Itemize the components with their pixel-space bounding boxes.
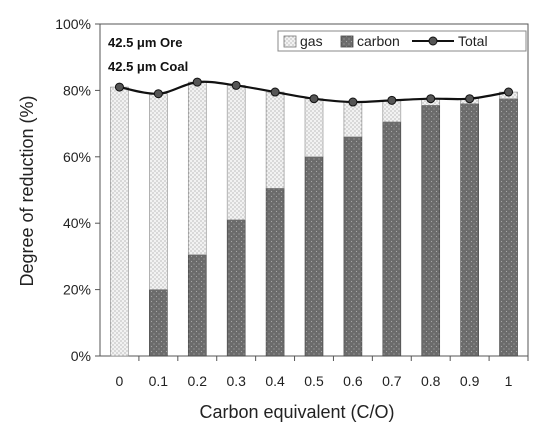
bar-carbon-1 [499, 98, 518, 357]
x-tick-label-0.5: 0.5 [304, 373, 324, 389]
bar-gas-0.2 [187, 81, 207, 256]
bar-carbon-0.6 [343, 136, 363, 357]
bar-carbon-0.2 [187, 254, 207, 357]
y-tick-label: 80% [63, 82, 91, 98]
legend-swatch-carbon [340, 35, 354, 48]
y-tick-label: 60% [63, 149, 91, 165]
y-tick-label: 0% [71, 348, 91, 364]
x-tick-label-0.4: 0.4 [265, 373, 285, 389]
total-marker-1 [504, 87, 514, 97]
y-tick-label: 40% [63, 215, 91, 231]
bar-gas-0 [110, 86, 129, 357]
legend-swatch-gas [283, 35, 297, 48]
bar-gas-0.3 [226, 85, 246, 221]
y-tick-label: 20% [63, 282, 91, 298]
total-marker-0.9 [465, 94, 475, 104]
legend-label-gas: gas [300, 33, 323, 49]
total-marker-0 [114, 82, 124, 92]
x-tick-label-0.3: 0.3 [226, 373, 246, 389]
total-marker-0.1 [153, 89, 163, 99]
bar-gas-0.6 [343, 101, 363, 138]
bar-carbon-0.4 [265, 188, 285, 357]
total-marker-0.6 [348, 97, 358, 107]
bar-gas-0.5 [304, 98, 324, 158]
legend-box [277, 30, 527, 52]
bar-carbon-0.8 [421, 105, 441, 357]
bar-carbon-0.7 [382, 121, 402, 357]
bar-gas-0.4 [265, 91, 285, 189]
x-tick-label-0.1: 0.1 [149, 373, 169, 389]
x-tick-label-0.8: 0.8 [421, 373, 441, 389]
plot-area: 0% 20% 40% 60% 80% 100% 0 0.1 0.2 0.3 0.4 0.5 0.6 0.7… [55, 16, 529, 389]
legend-label-carbon: carbon [357, 33, 400, 49]
x-tick-label-0: 0 [116, 373, 124, 389]
x-tick-label-0.6: 0.6 [343, 373, 363, 389]
x-tick-label-0.2: 0.2 [188, 373, 208, 389]
bar-carbon-0.3 [226, 219, 246, 357]
legend: gas carbon Total [277, 30, 527, 52]
x-tick-label-0.7: 0.7 [382, 373, 402, 389]
total-marker-0.4 [270, 87, 280, 97]
x-tick-label-1: 1 [505, 373, 513, 389]
y-tick-label: 100% [55, 16, 91, 32]
x-axis-title: Carbon equivalent (C/O) [199, 402, 394, 422]
total-marker-0.7 [387, 95, 397, 105]
annotation-ore: 42.5 μm Ore [108, 35, 182, 50]
total-marker-0.2 [192, 77, 202, 87]
bar-carbon-0.5 [304, 156, 324, 357]
total-marker-0.8 [426, 94, 436, 104]
x-tick-label-0.9: 0.9 [460, 373, 480, 389]
total-marker-0.5 [309, 94, 319, 104]
legend-label-total: Total [458, 33, 488, 49]
bar-carbon-0.9 [460, 103, 479, 357]
annotation-coal: 42.5 μm Coal [108, 59, 188, 74]
bar-carbon-0.1 [149, 289, 168, 357]
y-axis-title: Degree of reduction (%) [17, 95, 37, 286]
bar-gas-0.1 [149, 93, 168, 290]
legend-marker-total [428, 36, 438, 46]
total-marker-0.3 [231, 80, 241, 90]
